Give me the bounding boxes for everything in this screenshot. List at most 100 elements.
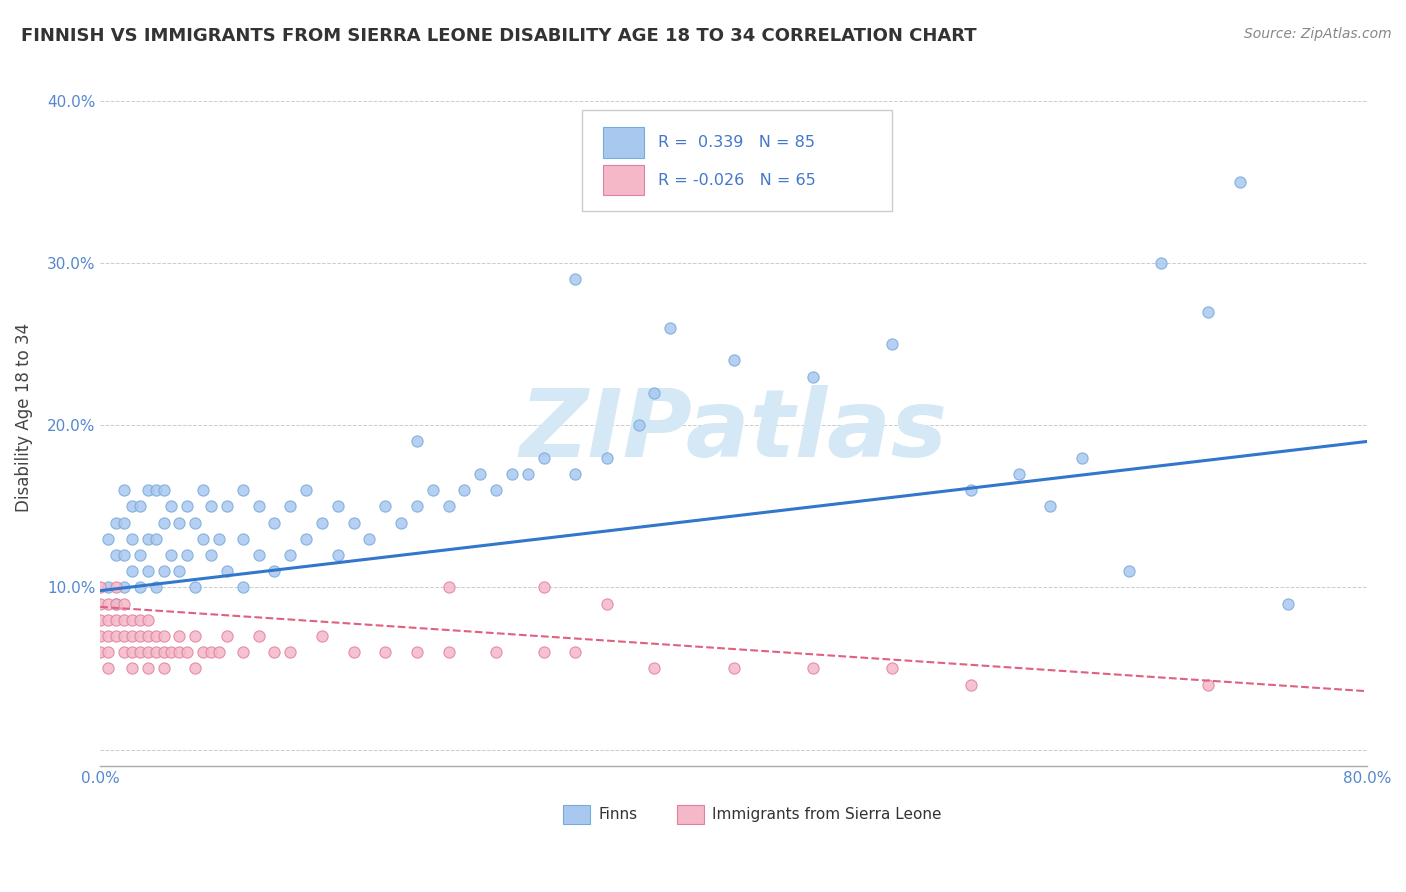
FancyBboxPatch shape [562,805,591,824]
Point [295,483,318,497]
Point [723,661,745,675]
Point [184,581,207,595]
Point [389,516,412,530]
Point [278,500,301,514]
Point [960,678,983,692]
Point [121,613,143,627]
Point [136,613,159,627]
Point [128,629,150,643]
Point [659,321,682,335]
Point [121,532,143,546]
Point [89,613,111,627]
Point [406,645,429,659]
Point [215,564,238,578]
Point [112,629,135,643]
Text: ZIPatlas: ZIPatlas [519,385,948,477]
Point [152,483,174,497]
Point [184,661,207,675]
Point [374,500,396,514]
Point [169,564,191,578]
Point [215,629,238,643]
Point [232,581,254,595]
Point [191,483,214,497]
Point [97,613,120,627]
Point [263,645,285,659]
Point [160,645,183,659]
Point [208,645,231,659]
Point [176,645,198,659]
Point [176,548,198,562]
Point [627,418,650,433]
Point [152,661,174,675]
Point [453,483,475,497]
Point [247,500,270,514]
Point [136,532,159,546]
Point [1150,256,1173,270]
Point [152,629,174,643]
Text: Immigrants from Sierra Leone: Immigrants from Sierra Leone [711,807,942,822]
Point [152,516,174,530]
Point [160,500,183,514]
Point [501,467,523,481]
Point [128,613,150,627]
Point [247,629,270,643]
Point [232,483,254,497]
Point [184,516,207,530]
Point [160,548,183,562]
Point [89,629,111,643]
Point [145,629,167,643]
Point [128,645,150,659]
Point [326,500,349,514]
Point [247,548,270,562]
Point [200,645,222,659]
Point [326,548,349,562]
Point [136,629,159,643]
Point [136,645,159,659]
Point [191,645,214,659]
Point [437,581,460,595]
FancyBboxPatch shape [676,805,704,824]
Point [232,532,254,546]
Point [128,548,150,562]
Point [342,516,364,530]
Point [169,629,191,643]
Point [470,467,492,481]
Point [311,629,333,643]
Point [596,450,619,465]
Point [145,645,167,659]
Point [128,581,150,595]
Point [136,564,159,578]
Text: Source: ZipAtlas.com: Source: ZipAtlas.com [1244,27,1392,41]
Point [1039,500,1062,514]
FancyBboxPatch shape [603,127,644,158]
Point [1198,678,1220,692]
Point [112,613,135,627]
Point [128,500,150,514]
Point [200,548,222,562]
Point [145,581,167,595]
Text: R =  0.339   N = 85: R = 0.339 N = 85 [658,135,814,150]
Point [374,645,396,659]
Point [121,645,143,659]
Point [278,548,301,562]
Point [564,645,586,659]
FancyBboxPatch shape [603,165,644,195]
Point [263,516,285,530]
Point [112,645,135,659]
Point [485,645,508,659]
Point [406,500,429,514]
Point [112,581,135,595]
Point [1007,467,1029,481]
Point [184,629,207,643]
Point [1118,564,1140,578]
Point [596,597,619,611]
Point [121,500,143,514]
Point [105,548,128,562]
Point [880,337,903,351]
Point [105,597,128,611]
Point [801,369,824,384]
Point [533,645,555,659]
Point [437,500,460,514]
Point [191,532,214,546]
Point [97,661,120,675]
